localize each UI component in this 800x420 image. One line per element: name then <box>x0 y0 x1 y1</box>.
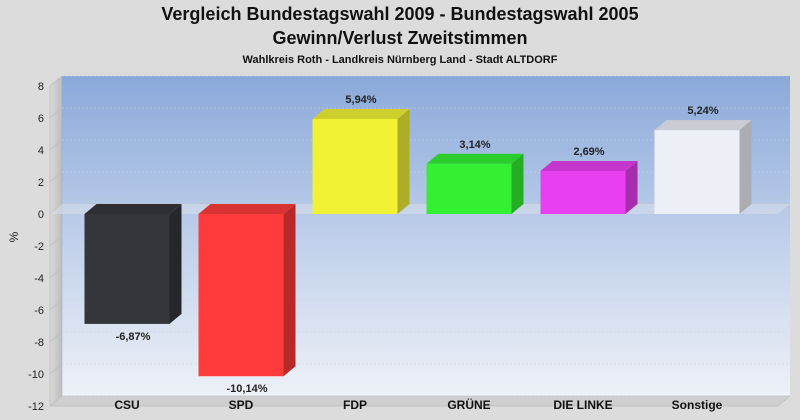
x-tick-label: SPD <box>229 398 254 412</box>
bar-top <box>654 120 752 131</box>
bar-top <box>198 204 296 214</box>
grid-line-side <box>49 75 63 87</box>
grid-line-side <box>49 331 63 343</box>
y-tick-label: 6 <box>38 113 44 125</box>
grid-line-side <box>49 139 63 151</box>
x-tick-label: Sonstige <box>672 398 723 412</box>
value-label: 5,24% <box>687 105 718 117</box>
chart-title: Vergleich Bundestagswahl 2009 - Bundesta… <box>161 4 639 24</box>
value-label: -10,14% <box>227 383 268 395</box>
bar-front <box>198 214 284 377</box>
y-tick-label: 2 <box>38 177 44 189</box>
grid-line-side <box>49 267 63 279</box>
y-axis-label: % <box>7 231 21 242</box>
grid-line-side <box>49 235 63 247</box>
bar-front <box>654 130 740 214</box>
grid-line-side <box>49 363 63 375</box>
grid-line-side <box>49 107 63 119</box>
bar-front <box>84 214 170 324</box>
x-tick-label: CSU <box>114 398 139 412</box>
y-tick-label: -4 <box>34 273 44 285</box>
bar-side <box>511 153 524 214</box>
bar-fdp: 5,94% <box>312 94 410 214</box>
value-label: 2,69% <box>573 146 604 158</box>
y-tick-label: -6 <box>34 305 44 317</box>
chart-subtitle: Gewinn/Verlust Zweitstimmen <box>272 28 528 48</box>
grid-line-side <box>49 171 63 183</box>
bar-top <box>540 160 638 171</box>
x-tick-label: GRÜNE <box>447 397 490 412</box>
value-label: 5,94% <box>345 94 376 106</box>
bar-top <box>426 153 524 164</box>
y-tick-label: 0 <box>38 209 44 221</box>
x-axis: CSU SPD FDP GRÜNE DIE LINKE Sonstige <box>114 397 722 412</box>
value-label: 3,14% <box>459 139 490 151</box>
y-tick-label: -8 <box>34 337 44 349</box>
bar-side <box>625 160 638 214</box>
x-tick-label: FDP <box>343 398 367 412</box>
bar-grüne: 3,14% <box>426 139 524 214</box>
grid-line-side <box>49 299 63 311</box>
chart-region-subtitle: Wahlkreis Roth - Landkreis Nürnberg Land… <box>242 54 558 66</box>
bar-side <box>397 108 410 214</box>
bar-die-linke: 2,69% <box>540 146 638 214</box>
bar-top <box>84 204 182 214</box>
bars: -6,87% -10,14% 5,94% 3,14% 2,69% 5,24% <box>84 94 752 395</box>
bar-front <box>426 163 512 214</box>
y-tick-label: 8 <box>38 81 44 93</box>
bar-front <box>312 118 398 214</box>
value-label: -6,87% <box>116 331 151 343</box>
y-tick-label: 4 <box>38 145 44 157</box>
bar-csu: -6,87% <box>84 204 182 343</box>
bar-top <box>312 108 410 119</box>
bar-side <box>169 204 182 324</box>
y-tick-label: -2 <box>34 241 44 253</box>
bar-side <box>739 120 752 214</box>
grid-line-side <box>49 395 63 407</box>
bar-sonstige: 5,24% <box>654 105 752 214</box>
y-tick-label: -12 <box>28 401 44 413</box>
x-tick-label: DIE LINKE <box>553 398 612 412</box>
bar-side <box>283 204 296 377</box>
y-tick-label: -10 <box>28 369 44 381</box>
y-axis: 8 6 4 2 0 -2 -4 -6 -8 -10 -12 <box>28 81 44 413</box>
bar-front <box>540 170 626 214</box>
bar-spd: -10,14% <box>198 204 296 395</box>
